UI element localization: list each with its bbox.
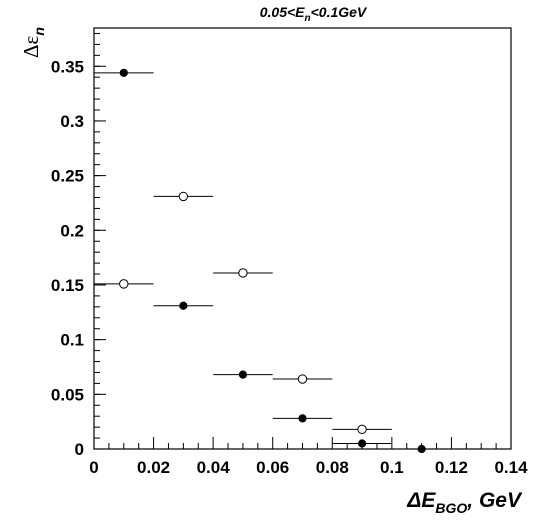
series-2: [94, 191, 392, 435]
plot-frame: [93, 27, 512, 450]
data-point: [298, 414, 307, 423]
data-point: [357, 424, 367, 435]
data-point: [297, 374, 308, 384]
y-tick-label: 0.25: [51, 167, 84, 186]
x-tick-label: 0.14: [494, 458, 528, 477]
chart-title: 0.05<En<0.1GeV: [260, 4, 368, 24]
data-point: [238, 370, 248, 379]
y-tick-label: 0.05: [51, 385, 84, 404]
x-tick-label: 0.08: [316, 458, 349, 477]
data-series: [94, 68, 452, 454]
plot-border: [93, 27, 512, 450]
data-point: [179, 301, 188, 310]
x-tick-label: 0: [89, 458, 98, 477]
data-point: [417, 444, 426, 454]
data-point: [178, 191, 189, 202]
y-tick-labels: 0 0.05 0.1 0.15 0.2 0.25 0.3 0.35: [51, 57, 84, 459]
x-tick-label: 0.1: [380, 458, 404, 477]
y-tick-label: 0.1: [60, 331, 84, 350]
data-point: [238, 268, 248, 278]
x-axis-label: ΔEBGO, GeV: [406, 489, 523, 516]
data-point: [119, 279, 129, 289]
x-tick-label: 0.02: [137, 458, 170, 477]
data-point: [357, 439, 367, 448]
y-tick-label: 0.3: [60, 112, 84, 131]
x-tick-label: 0.04: [197, 458, 231, 477]
y-tick-label: 0.15: [51, 276, 84, 295]
y-tick-label: 0: [75, 440, 84, 459]
series-1: [94, 68, 452, 454]
axis-ticks: [93, 32, 512, 450]
data-point: [119, 68, 128, 77]
x-tick-label: 0.06: [256, 458, 289, 477]
y-tick-label: 0.2: [60, 221, 84, 240]
y-axis-label: Δεn: [19, 27, 47, 58]
y-tick-label: 0.35: [51, 57, 84, 76]
x-tick-label: 0.12: [435, 458, 468, 477]
x-tick-labels: 0 0.02 0.04 0.06 0.08 0.1 0.12 0.14: [89, 458, 528, 477]
